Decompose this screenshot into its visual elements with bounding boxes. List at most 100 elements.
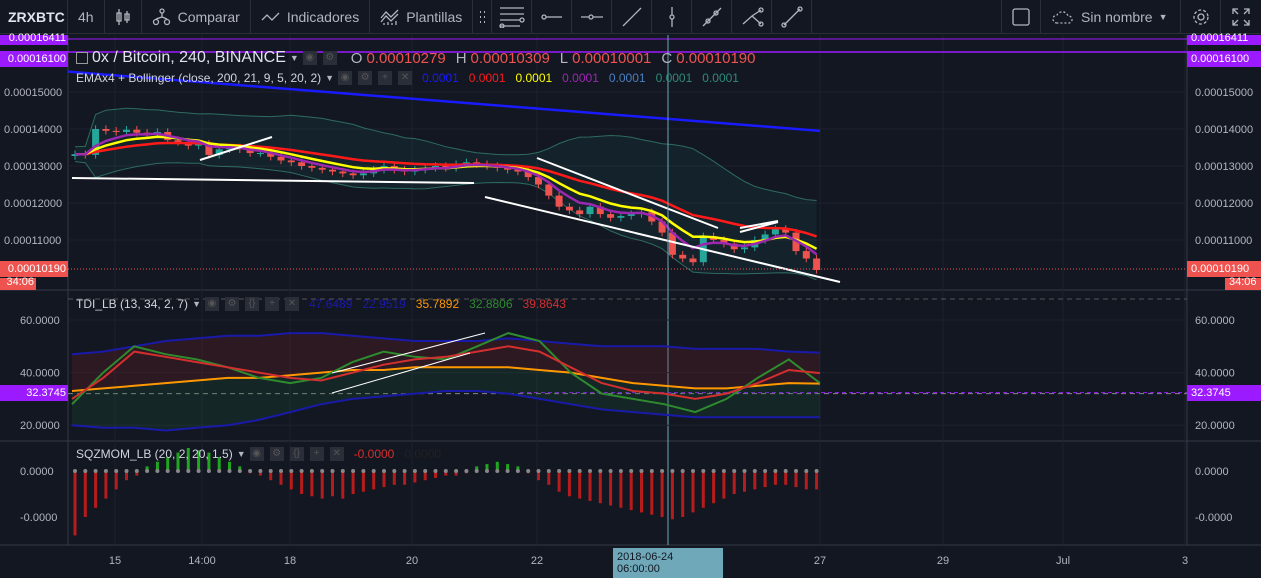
top-toolbar: ZRXBTC 4h Comparar Indicadores Plantilla… <box>0 0 1261 34</box>
symbol-search-button[interactable]: ZRXBTC <box>0 0 68 34</box>
gear-icon[interactable]: ⚙ <box>322 51 337 65</box>
sqz-bar <box>217 457 221 471</box>
plus-icon[interactable]: + <box>309 447 324 461</box>
trend-line-drawing[interactable] <box>484 196 841 283</box>
close-icon[interactable]: ✕ <box>329 447 344 461</box>
chevron-down-icon[interactable]: ▼ <box>192 299 201 309</box>
sqz-dot <box>639 469 644 473</box>
sqz-dot <box>536 469 541 473</box>
close-icon[interactable]: ✕ <box>284 297 299 311</box>
eye-icon[interactable]: ◉ <box>338 71 353 85</box>
horizontal-lines-tool[interactable] <box>492 0 533 34</box>
candle-body <box>741 247 748 250</box>
eye-icon[interactable]: ◉ <box>302 51 317 65</box>
candle-body <box>246 149 254 154</box>
gear-icon <box>1192 8 1209 25</box>
time-tick-label: 22 <box>531 555 543 567</box>
chart-canvas[interactable]: 15 14:00 18 20 22 27 29 Jul 3 0.00015000 0.0001500… <box>0 35 1261 570</box>
sqz-bar <box>392 471 396 485</box>
sqz-bar <box>454 471 458 476</box>
time-tick-label: 18 <box>284 555 296 567</box>
settings-button[interactable] <box>1181 0 1221 34</box>
close-icon[interactable]: ✕ <box>398 71 413 85</box>
high-price-label: 0.00016411 <box>1187 33 1261 45</box>
price-tick-label: 0.00012000 <box>1195 198 1253 210</box>
eye-icon[interactable]: ◉ <box>249 447 264 461</box>
chart-area[interactable]: 15 14:00 18 20 22 27 29 Jul 3 0.00015000 0.0001500… <box>0 33 1261 578</box>
path-tool[interactable] <box>732 0 773 34</box>
sqz-bar <box>135 471 139 476</box>
ema5-line <box>74 132 818 256</box>
templates-button[interactable]: Plantillas <box>370 0 474 34</box>
vertical-line-tool[interactable] <box>652 0 693 34</box>
sqz-bar <box>94 471 98 508</box>
sqz-dot <box>433 469 438 473</box>
trend-line-drawing[interactable] <box>71 177 475 184</box>
price-tick-label-left: 0.00013000 <box>4 161 62 173</box>
candle-body <box>359 173 367 176</box>
sqz-bar <box>537 471 540 481</box>
eye-icon[interactable]: ◉ <box>204 297 219 311</box>
ray-tool[interactable] <box>532 0 573 34</box>
gear-icon[interactable]: ⚙ <box>224 297 239 311</box>
trend-line-drawing[interactable] <box>199 136 273 161</box>
price-tick-label: 0.00011000 <box>1195 235 1252 247</box>
bollinger-upper-line <box>74 107 817 201</box>
sqz-bar <box>145 466 149 471</box>
sqz-bar <box>186 448 190 471</box>
candle-body <box>761 234 769 240</box>
plus-icon[interactable]: + <box>378 71 393 85</box>
plus-icon[interactable]: + <box>264 297 279 311</box>
sqz-title[interactable]: SQZMOM_LB (20, 2, 20, 1.5) <box>76 447 233 461</box>
sqz-bar <box>670 471 674 520</box>
tdi-price-line <box>71 332 821 414</box>
sqz-dot <box>464 469 469 473</box>
sqz-dot <box>258 469 263 473</box>
trend-line-drawing[interactable] <box>331 352 471 394</box>
sqz-dot <box>711 469 716 473</box>
trend-line-tool[interactable] <box>612 0 653 34</box>
braces-icon[interactable]: {} <box>289 447 304 461</box>
candle-body <box>586 206 594 215</box>
gear-icon[interactable]: ⚙ <box>358 71 373 85</box>
sqz-bar <box>331 471 334 497</box>
chevron-down-icon[interactable]: ▼ <box>325 73 335 83</box>
trend-line-drawing[interactable] <box>739 220 779 229</box>
compare-button[interactable]: Comparar <box>142 0 251 34</box>
trend-line-drawing[interactable] <box>739 221 779 233</box>
trend-line-drawing[interactable] <box>536 157 719 229</box>
layout-save-button[interactable]: Sin nombre ▼ <box>1041 0 1181 34</box>
horizontal-line-tool[interactable] <box>572 0 613 34</box>
collapse-legend-icon[interactable] <box>76 52 88 64</box>
expand-button[interactable] <box>1221 0 1261 34</box>
fullscreen-toggle[interactable] <box>1001 0 1041 34</box>
tdi-signal-value: 39.8643 <box>522 297 566 311</box>
sqz-bar <box>351 471 355 494</box>
symbol-title[interactable]: 0x / Bitcoin, 240, BINANCE <box>92 49 286 66</box>
candle-body <box>298 162 306 166</box>
sqz-tick-label: 0.0000 <box>1195 466 1229 478</box>
sqz-bar <box>506 464 510 471</box>
info-line-tool[interactable] <box>772 0 813 34</box>
tdi-title[interactable]: TDI_LB (13, 34, 2, 7) <box>76 297 189 311</box>
marker-price-label: 0.00016100 <box>1187 51 1261 67</box>
sqz-bar <box>578 471 582 499</box>
sqz-dot <box>608 469 613 473</box>
extended-line-tool[interactable] <box>692 0 733 34</box>
tdi-upper-band <box>71 332 821 356</box>
candle-body <box>504 167 512 170</box>
drag-handle[interactable] <box>473 0 493 34</box>
braces-icon[interactable]: {} <box>244 297 259 311</box>
chevron-down-icon[interactable]: ▼ <box>236 449 246 459</box>
tdi-lower-value: 22.9519 <box>362 297 406 311</box>
sqz-bar <box>660 471 664 517</box>
templates-label: Plantillas <box>406 8 463 25</box>
chart-type-button[interactable] <box>105 0 142 34</box>
indicators-button[interactable]: Indicadores <box>251 0 371 34</box>
chevron-down-icon[interactable]: ▼ <box>289 53 299 63</box>
trend-line-drawing[interactable] <box>331 332 486 374</box>
gear-icon[interactable]: ⚙ <box>269 447 284 461</box>
interval-button[interactable]: 4h <box>68 0 105 34</box>
ema-title[interactable]: EMAx4 + Bollinger (close, 200, 21, 9, 5,… <box>76 71 322 85</box>
sqz-dot <box>732 469 737 473</box>
